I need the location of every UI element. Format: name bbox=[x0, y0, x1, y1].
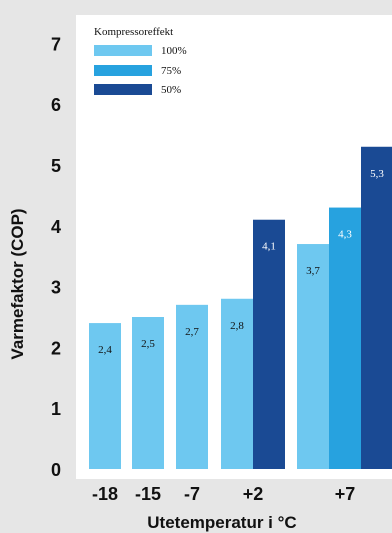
bar bbox=[361, 146, 392, 469]
x-tick-label: -7 bbox=[184, 484, 200, 504]
legend-swatch-100 bbox=[94, 45, 152, 56]
bar bbox=[253, 219, 285, 469]
bar bbox=[297, 244, 329, 469]
x-tick-label: -18 bbox=[92, 484, 118, 504]
y-tick-label: 2 bbox=[51, 338, 61, 358]
y-tick-label: 5 bbox=[51, 156, 61, 176]
legend-title: Kompressoreffekt bbox=[94, 26, 173, 38]
legend-swatch-75 bbox=[94, 65, 152, 76]
bar bbox=[132, 317, 164, 469]
y-tick-label: 1 bbox=[51, 399, 61, 419]
data-label: 3,7 bbox=[306, 265, 320, 277]
y-tick-label: 0 bbox=[51, 460, 61, 480]
legend-label-75: 75% bbox=[161, 65, 181, 77]
bar bbox=[89, 323, 121, 469]
x-tick-label: +7 bbox=[335, 484, 356, 504]
x-tick-label: -15 bbox=[135, 484, 161, 504]
legend-label-100: 100% bbox=[161, 45, 187, 57]
y-tick-labels: 0 1 2 3 4 5 6 7 bbox=[51, 34, 61, 480]
data-label: 4,1 bbox=[262, 241, 276, 253]
x-axis-title: Utetemperatur i °C bbox=[147, 513, 296, 532]
y-axis-title: Varmefaktor (COP) bbox=[8, 208, 27, 359]
bar bbox=[221, 298, 253, 469]
data-label: 2,5 bbox=[141, 338, 155, 350]
data-label: 4,3 bbox=[338, 229, 352, 241]
legend: Kompressoreffekt 100% 75% 50% bbox=[94, 26, 187, 96]
y-tick-label: 4 bbox=[51, 217, 61, 237]
y-tick-label: 3 bbox=[51, 278, 61, 298]
bars-group bbox=[89, 146, 392, 469]
y-tick-label: 6 bbox=[51, 95, 61, 115]
data-label: 2,8 bbox=[230, 320, 244, 332]
data-labels-group: 2,4 2,5 2,7 2,8 4,1 3,7 4,3 5,3 bbox=[98, 168, 384, 356]
data-label: 5,3 bbox=[370, 168, 384, 180]
legend-swatch-50 bbox=[94, 84, 152, 95]
y-tick-label: 7 bbox=[51, 34, 61, 54]
data-label: 2,7 bbox=[185, 326, 199, 338]
bar bbox=[176, 304, 208, 469]
x-tick-label: +2 bbox=[243, 484, 264, 504]
x-tick-labels: -18 -15 -7 +2 +7 bbox=[92, 484, 355, 504]
bar bbox=[329, 207, 361, 469]
data-label: 2,4 bbox=[98, 344, 112, 356]
legend-label-50: 50% bbox=[161, 84, 181, 96]
